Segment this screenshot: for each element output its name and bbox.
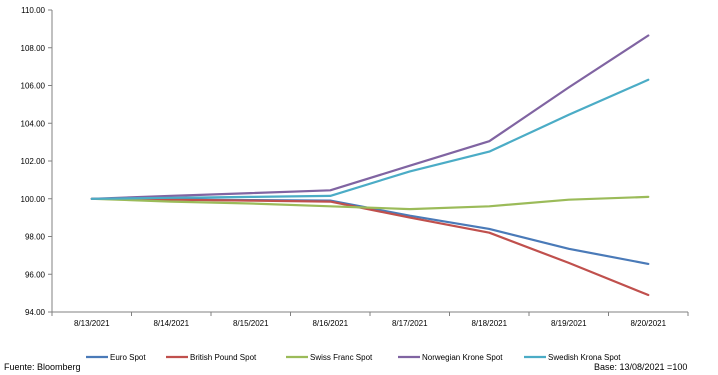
y-tick-label: 106.00 [21, 82, 46, 91]
series-line-swiss-franc-spot [90, 195, 650, 211]
y-tick-label: 102.00 [21, 157, 46, 166]
x-tick-label: 8/19/2021 [551, 319, 587, 328]
x-tick-label: 8/17/2021 [392, 319, 428, 328]
base-note: Base: 13/08/2021 =100 [594, 362, 688, 372]
y-tick-label: 100.00 [21, 195, 46, 204]
chart-axes: 94.00 96.00 98.00 100.00 102.00 104.00 106.00 1… [21, 6, 689, 328]
series-line-norwegian-krone-spot [90, 34, 650, 200]
legend-label: Swiss Franc Spot [310, 353, 373, 362]
x-tick-label: 8/15/2021 [233, 319, 269, 328]
y-tick-label: 110.00 [21, 6, 45, 15]
chart-series [90, 34, 650, 297]
legend-label: Euro Spot [110, 353, 146, 362]
source-note: Fuente: Bloomberg [4, 362, 81, 372]
legend-label: Norwegian Krone Spot [422, 353, 503, 362]
x-tick-label: 8/14/2021 [153, 319, 189, 328]
legend-label: British Pound Spot [190, 353, 257, 362]
y-tick-label: 104.00 [21, 119, 46, 128]
x-tick-label: 8/20/2021 [630, 319, 666, 328]
x-tick-label: 8/13/2021 [74, 319, 110, 328]
y-tick-label: 98.00 [25, 233, 46, 242]
y-tick-label: 94.00 [25, 308, 46, 317]
series-line-swedish-krona-spot [90, 78, 650, 200]
x-tick-label: 8/18/2021 [471, 319, 507, 328]
series-line-british-pound-spot [90, 197, 650, 297]
chart-legend: Euro Spot British Pound Spot Swiss Franc S… [86, 353, 621, 362]
legend-label: Swedish Krona Spot [548, 353, 621, 362]
y-tick-label: 108.00 [21, 44, 46, 53]
x-tick-label: 8/16/2021 [312, 319, 348, 328]
y-tick-label: 96.00 [25, 270, 46, 279]
